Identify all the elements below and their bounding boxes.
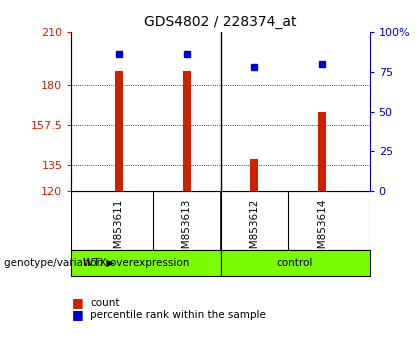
Text: GSM853611: GSM853611 [114,198,124,262]
Text: ■: ■ [71,296,83,309]
Text: GSM853612: GSM853612 [249,198,260,262]
Text: GSM853613: GSM853613 [181,198,192,262]
Text: GSM853614: GSM853614 [317,198,327,262]
Text: percentile rank within the sample: percentile rank within the sample [90,310,266,320]
Bar [318,112,326,191]
Bar [250,159,258,191]
Text: WTX overexpression: WTX overexpression [83,258,189,268]
Bar [71,250,220,276]
Bar [183,71,191,191]
Title: GDS4802 / 228374_at: GDS4802 / 228374_at [144,16,297,29]
Text: genotype/variation ▶: genotype/variation ▶ [4,258,115,268]
Text: count: count [90,298,120,308]
Text: ■: ■ [71,308,83,321]
Bar [115,71,123,191]
Text: control: control [277,258,313,268]
Bar [220,250,370,276]
